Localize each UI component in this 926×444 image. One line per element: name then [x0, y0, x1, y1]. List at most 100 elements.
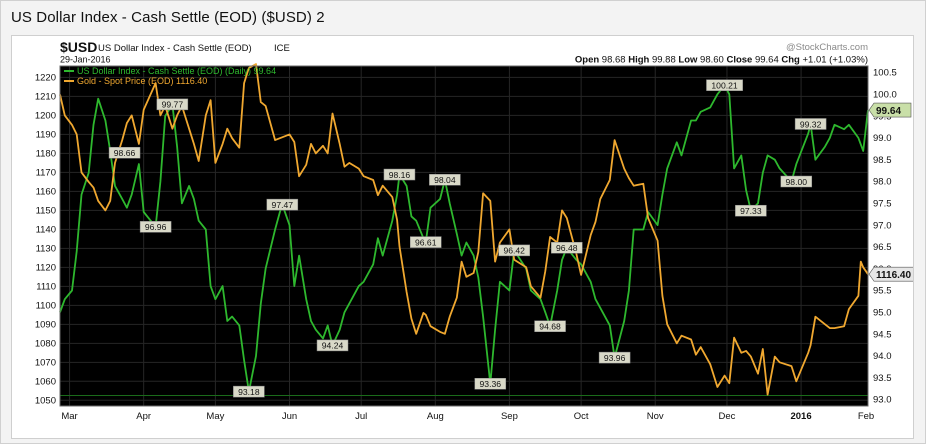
left-axis-tick-label: 1210: [35, 92, 56, 103]
value-annotation: 93.96: [598, 351, 631, 364]
chart-symbol-name: US Dollar Index - Cash Settle (EOD): [98, 43, 252, 54]
x-axis-tick-label: Apr: [136, 411, 151, 422]
annotation-box: [156, 98, 189, 111]
value-annotation: 98.16: [383, 168, 416, 181]
annotation-label: 98.16: [389, 170, 411, 180]
annotation-box: [551, 242, 583, 254]
x-axis-tick-label: Jun: [282, 411, 297, 422]
left-axis-tick-label: 1050: [35, 396, 56, 407]
left-axis-tick-label: 1130: [36, 244, 56, 255]
annotation-box: [780, 175, 813, 188]
annotation-label: 96.48: [556, 243, 578, 253]
annotation-box: [598, 351, 631, 364]
legend-label: US Dollar Index - Cash Settle (EOD) (Dai…: [77, 66, 276, 76]
annotation-box: [108, 146, 141, 159]
annotation-box: [429, 174, 461, 186]
annotation-label: 94.68: [539, 322, 561, 332]
stockcharts-watermark: @StockCharts.com: [786, 42, 868, 53]
plot-area: 98.66 96.96 99.77 93.18 97.47 94.24 98.16 96.61…: [59, 63, 869, 406]
badge-shape: [868, 102, 912, 118]
value-annotation: 93.18: [233, 385, 265, 398]
annotation-label: 93.96: [604, 353, 626, 363]
gold-last-value-badge: 1116.40: [868, 266, 913, 282]
annotation-box: [706, 79, 743, 91]
left-axis-tick-label: 1100: [36, 301, 56, 312]
x-axis-tick-label: Sep: [501, 411, 518, 422]
x-axis-tick-label: May: [206, 411, 224, 422]
annotation-box: [534, 320, 566, 332]
value-annotation: 97.33: [735, 204, 767, 217]
value-annotation: 97.47: [266, 198, 299, 211]
x-axis-tick-label: Nov: [647, 411, 664, 422]
x-axis-tick-label: Jul: [355, 411, 367, 422]
value-annotation: 94.24: [316, 339, 349, 352]
gold-price-line: [59, 63, 869, 396]
annotation-label: 93.18: [238, 387, 260, 397]
x-axis-tick-label: Aug: [427, 411, 444, 422]
left-axis-tick-label: 1110: [36, 282, 56, 293]
annotation-label: 96.61: [415, 237, 437, 247]
value-annotation: 94.68: [534, 320, 566, 332]
annotation-box: [383, 168, 416, 181]
annotation-label: 97.47: [272, 200, 294, 210]
x-axis-tick-label: Mar: [61, 411, 77, 422]
annotation-box: [498, 244, 530, 257]
right-axis-tick-label: 97.5: [873, 199, 892, 210]
right-axis-tick-label: 100.5: [873, 68, 897, 79]
price-chart: $USD US Dollar Index - Cash Settle (EOD)…: [12, 36, 913, 438]
x-axis-tick-label: 2016: [790, 411, 811, 422]
annotation-box: [794, 118, 827, 130]
annotation-box: [316, 339, 349, 352]
chart-symbol: $USD: [60, 39, 97, 55]
left-axis-tick-label: 1150: [36, 206, 56, 217]
left-axis-tick-label: 1220: [35, 73, 56, 84]
value-annotation: 96.42: [498, 244, 530, 257]
annotation-label: 98.04: [434, 175, 456, 185]
chart-date: 29-Jan-2016: [60, 55, 111, 65]
annotation-label: 97.33: [740, 206, 762, 216]
annotation-box: [410, 236, 442, 248]
ohlc-readout: Open 98.68 High 99.88 Low 98.60 Close 99…: [575, 55, 868, 66]
annotation-label: 98.66: [114, 148, 136, 158]
right-axis-tick-label: 94.5: [873, 329, 892, 340]
left-axis-tick-label: 1140: [36, 225, 56, 236]
right-axis-tick-label: 100.0: [873, 90, 897, 101]
left-axis-tick-label: 1180: [36, 149, 56, 160]
value-annotation: 98.66: [108, 146, 141, 159]
right-axis-tick-label: 95.0: [873, 307, 892, 318]
value-annotation: 96.96: [139, 221, 172, 233]
value-annotation: 99.77: [156, 98, 189, 111]
chart-frame: $USD US Dollar Index - Cash Settle (EOD)…: [11, 35, 914, 439]
left-axis-tick-label: 1090: [35, 320, 56, 331]
chart-exchange: ICE: [274, 43, 290, 54]
chart-header: $USD US Dollar Index - Cash Settle (EOD)…: [60, 39, 868, 66]
annotation-label: 98.00: [786, 177, 808, 187]
value-annotation: 100.21: [706, 79, 743, 91]
right-axis-tick-label: 98.5: [873, 155, 892, 166]
value-annotation: 99.32: [794, 118, 827, 130]
plot-background-dark: [60, 66, 868, 406]
annotation-label: 99.77: [162, 100, 184, 110]
right-axis-tick-label: 93.5: [873, 373, 892, 384]
right-axis-tick-label: 98.0: [873, 177, 892, 188]
right-axis-tick-label: 94.0: [873, 351, 892, 362]
annotation-label: 99.32: [800, 119, 822, 129]
right-axis-tick-label: 95.5: [873, 286, 892, 297]
annotation-box: [474, 378, 507, 390]
annotation-box: [266, 198, 299, 211]
annotation-label: 94.24: [322, 341, 344, 351]
left-axis-tick-label: 1200: [35, 111, 56, 122]
left-axis-tick-label: 1160: [36, 187, 56, 198]
badge-label: 1116.40: [876, 270, 911, 281]
annotation-label: 96.42: [503, 246, 525, 256]
left-axis-tick-label: 1060: [35, 377, 56, 388]
usd-index-line: [59, 84, 869, 393]
left-axis-tick-label: 1080: [35, 339, 56, 350]
annotation-label: 100.21: [711, 80, 738, 90]
annotation-box: [139, 221, 172, 233]
badge-label: 99.64: [876, 106, 901, 117]
annotation-label: 96.96: [145, 222, 167, 232]
left-axis-tick-label: 1170: [36, 168, 56, 179]
annotation-label: 93.36: [480, 379, 502, 389]
